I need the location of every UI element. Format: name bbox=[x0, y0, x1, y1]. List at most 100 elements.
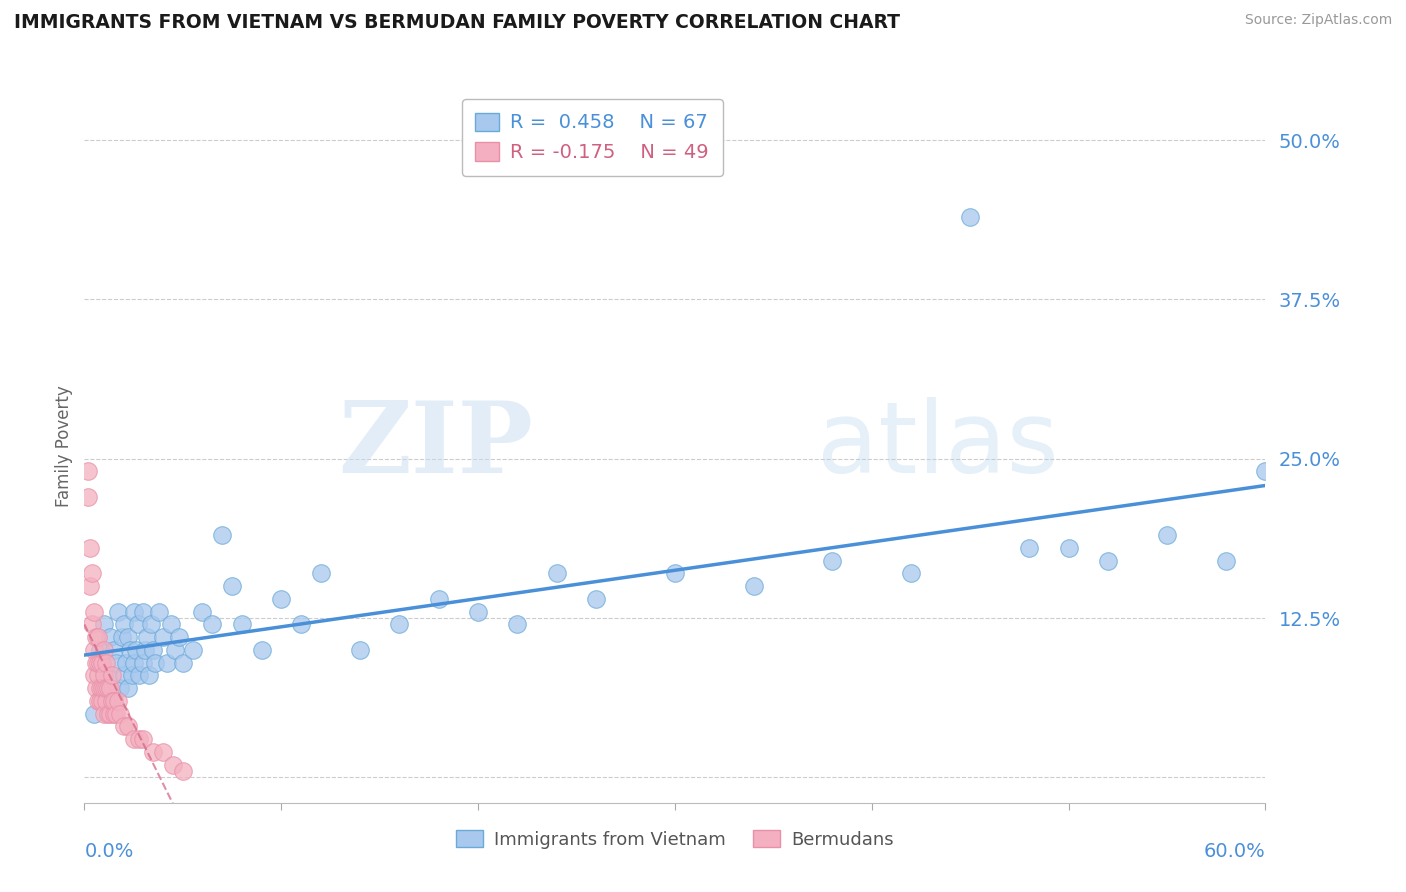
Point bbox=[221, 579, 243, 593]
Point bbox=[388, 617, 411, 632]
Point bbox=[89, 643, 111, 657]
Point bbox=[77, 465, 100, 479]
Point bbox=[141, 617, 163, 632]
Point bbox=[118, 643, 141, 657]
Point bbox=[89, 694, 111, 708]
Point bbox=[132, 605, 155, 619]
Point bbox=[103, 694, 125, 708]
Point bbox=[132, 732, 155, 747]
Point bbox=[98, 706, 121, 721]
Point bbox=[79, 579, 101, 593]
Point bbox=[108, 681, 131, 695]
Point bbox=[172, 764, 194, 778]
Point bbox=[122, 656, 145, 670]
Point bbox=[91, 694, 114, 708]
Text: IMMIGRANTS FROM VIETNAM VS BERMUDAN FAMILY POVERTY CORRELATION CHART: IMMIGRANTS FROM VIETNAM VS BERMUDAN FAMI… bbox=[14, 13, 900, 32]
Point bbox=[128, 732, 150, 747]
Point bbox=[87, 694, 110, 708]
Point bbox=[1018, 541, 1040, 555]
Point bbox=[101, 668, 124, 682]
Point bbox=[87, 668, 110, 682]
Point bbox=[132, 656, 155, 670]
Point bbox=[1215, 554, 1237, 568]
Point bbox=[103, 694, 125, 708]
Point bbox=[1057, 541, 1080, 555]
Point bbox=[98, 630, 121, 644]
Text: ZIP: ZIP bbox=[339, 398, 533, 494]
Point bbox=[1254, 465, 1277, 479]
Point bbox=[134, 643, 156, 657]
Point bbox=[900, 566, 922, 581]
Point bbox=[128, 668, 150, 682]
Point bbox=[114, 656, 136, 670]
Point bbox=[84, 630, 107, 644]
Point bbox=[112, 617, 135, 632]
Point bbox=[93, 681, 115, 695]
Point bbox=[98, 681, 121, 695]
Point bbox=[142, 745, 165, 759]
Point bbox=[121, 668, 143, 682]
Point bbox=[506, 617, 529, 632]
Point bbox=[103, 706, 125, 721]
Point bbox=[83, 643, 105, 657]
Point bbox=[163, 643, 186, 657]
Point bbox=[742, 579, 765, 593]
Point bbox=[156, 656, 179, 670]
Point bbox=[87, 656, 110, 670]
Point bbox=[124, 643, 146, 657]
Point bbox=[84, 681, 107, 695]
Text: 60.0%: 60.0% bbox=[1204, 842, 1265, 861]
Point bbox=[94, 681, 117, 695]
Point bbox=[250, 643, 273, 657]
Point bbox=[143, 656, 166, 670]
Point bbox=[122, 732, 145, 747]
Point bbox=[93, 706, 115, 721]
Point bbox=[82, 566, 104, 581]
Point bbox=[201, 617, 224, 632]
Point bbox=[270, 591, 292, 606]
Point bbox=[664, 566, 686, 581]
Legend: Immigrants from Vietnam, Bermudans: Immigrants from Vietnam, Bermudans bbox=[447, 822, 903, 858]
Point bbox=[1097, 554, 1119, 568]
Point bbox=[82, 617, 104, 632]
Point bbox=[101, 694, 124, 708]
Point bbox=[83, 706, 105, 721]
Point bbox=[97, 706, 120, 721]
Point bbox=[1156, 528, 1178, 542]
Point bbox=[546, 566, 568, 581]
Point bbox=[91, 681, 114, 695]
Point bbox=[89, 656, 111, 670]
Point bbox=[93, 681, 115, 695]
Point bbox=[142, 643, 165, 657]
Y-axis label: Family Poverty: Family Poverty bbox=[55, 385, 73, 507]
Point bbox=[112, 668, 135, 682]
Point bbox=[83, 605, 105, 619]
Point bbox=[108, 706, 131, 721]
Point bbox=[111, 630, 134, 644]
Point bbox=[467, 605, 489, 619]
Point bbox=[97, 668, 120, 682]
Point bbox=[172, 656, 194, 670]
Point bbox=[427, 591, 450, 606]
Point bbox=[77, 490, 100, 504]
Point bbox=[84, 656, 107, 670]
Point bbox=[93, 617, 115, 632]
Point bbox=[87, 630, 110, 644]
Point bbox=[152, 745, 174, 759]
Point bbox=[959, 210, 981, 224]
Point bbox=[290, 617, 312, 632]
Point bbox=[107, 694, 129, 708]
Point bbox=[94, 656, 117, 670]
Point bbox=[89, 681, 111, 695]
Point bbox=[107, 605, 129, 619]
Point bbox=[79, 541, 101, 555]
Point bbox=[167, 630, 190, 644]
Point bbox=[136, 630, 159, 644]
Point bbox=[104, 706, 127, 721]
Point bbox=[117, 630, 139, 644]
Point bbox=[97, 681, 120, 695]
Point bbox=[152, 630, 174, 644]
Point bbox=[309, 566, 332, 581]
Point bbox=[162, 757, 184, 772]
Point bbox=[93, 643, 115, 657]
